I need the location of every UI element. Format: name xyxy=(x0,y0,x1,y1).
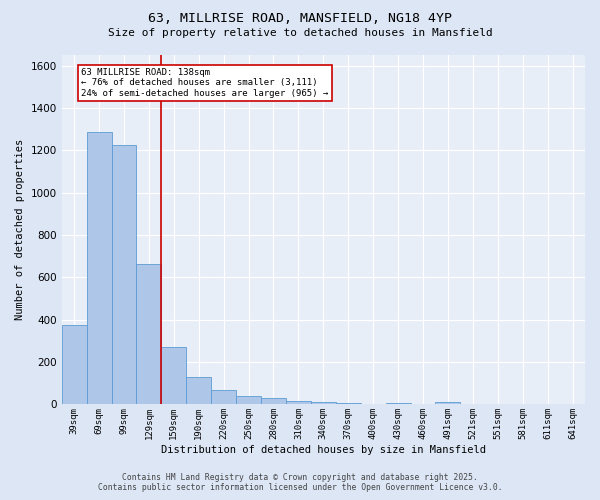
Text: 63 MILLRISE ROAD: 138sqm
← 76% of detached houses are smaller (3,111)
24% of sem: 63 MILLRISE ROAD: 138sqm ← 76% of detach… xyxy=(81,68,328,98)
Text: Size of property relative to detached houses in Mansfield: Size of property relative to detached ho… xyxy=(107,28,493,38)
Text: Contains HM Land Registry data © Crown copyright and database right 2025.
Contai: Contains HM Land Registry data © Crown c… xyxy=(98,473,502,492)
Bar xyxy=(311,402,336,404)
Bar xyxy=(286,400,311,404)
Bar xyxy=(236,396,261,404)
Text: 63, MILLRISE ROAD, MANSFIELD, NG18 4YP: 63, MILLRISE ROAD, MANSFIELD, NG18 4YP xyxy=(148,12,452,26)
Bar xyxy=(136,264,161,404)
Bar xyxy=(62,325,86,404)
Bar xyxy=(161,347,186,405)
Bar xyxy=(86,132,112,404)
Bar xyxy=(261,398,286,404)
Bar xyxy=(211,390,236,404)
Bar xyxy=(112,145,136,405)
Y-axis label: Number of detached properties: Number of detached properties xyxy=(15,139,25,320)
Bar xyxy=(186,377,211,404)
X-axis label: Distribution of detached houses by size in Mansfield: Distribution of detached houses by size … xyxy=(161,445,486,455)
Bar xyxy=(436,402,460,404)
